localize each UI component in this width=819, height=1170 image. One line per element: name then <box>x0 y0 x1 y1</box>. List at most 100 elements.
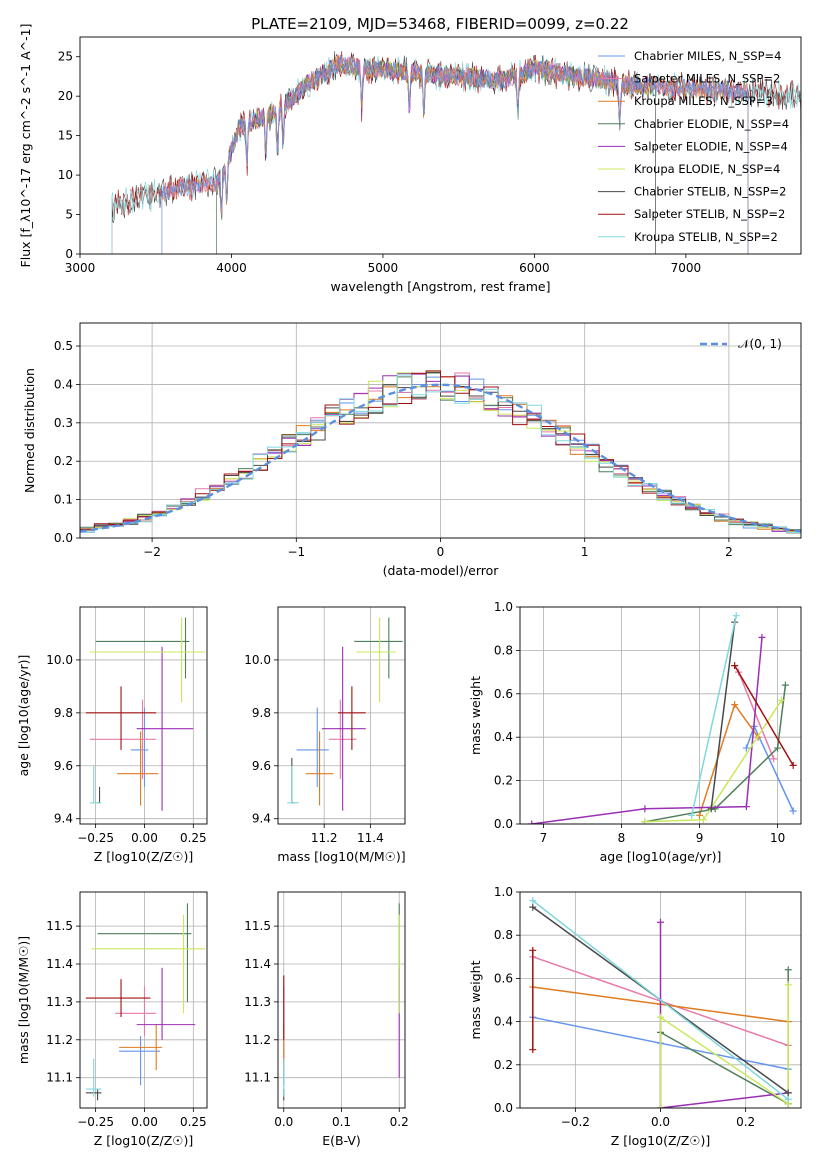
weight-marker-salpeter-stelib <box>529 946 537 954</box>
axes-frame <box>79 891 208 1109</box>
axes-frame <box>519 606 802 825</box>
y-tick-label: 0.0 <box>494 817 513 831</box>
weight-marker-kroupa-elodie <box>657 1104 664 1108</box>
x-axis-label: E(B-V) <box>322 1133 361 1148</box>
legend-label: Kroupa ELODIE, N_SSP=4 <box>634 162 780 176</box>
y-tick-label: 11.3 <box>46 995 73 1009</box>
y-tick-label: 11.4 <box>46 957 73 971</box>
x-tick-label: 0.00 <box>131 831 158 845</box>
y-axis-label: Normed distribution <box>22 368 37 493</box>
x-tick-label: −2 <box>143 545 161 559</box>
y-tick-label: 0.3 <box>54 416 73 430</box>
y-tick-label: 0.4 <box>54 377 73 391</box>
weight-vs-age-panel: 7 8 9 10 0.0 0.2 0.4 0.6 0.8 1.0 age [log10(age/yr… <box>468 600 802 864</box>
weight-marker-kroupa-stelib <box>529 897 537 905</box>
y-tick-label: 11.5 <box>46 919 73 933</box>
x-tick-label: 0.00 <box>131 1115 158 1129</box>
y-tick-label: 0.0 <box>54 531 73 545</box>
y-tick-label: 11.2 <box>46 1033 73 1047</box>
weight-marker-salpeter-stelib <box>789 761 797 769</box>
weight-line-salpeter-stelib <box>734 665 794 766</box>
spectrum-legend: Chabrier MILES, N_SSP=4 Salpeter MILES, N… <box>598 49 789 244</box>
x-axis-label: Z [log10(Z/Z☉)] <box>94 1133 194 1148</box>
weight-marker-kroupa-stelib <box>688 811 696 819</box>
x-tick-label: 0.0 <box>274 1115 293 1129</box>
axes-frame <box>79 322 802 539</box>
y-tick-label: 1.0 <box>494 600 513 614</box>
x-tick-label: −1 <box>287 545 305 559</box>
x-tick-label: 11.4 <box>357 831 384 845</box>
y-tick-label: 9.4 <box>54 812 73 826</box>
x-tick-label: 0 <box>437 545 445 559</box>
x-tick-label: 7 <box>540 831 548 845</box>
weight-marker-salpeter-miles <box>770 755 778 763</box>
weight-line-chabrier-stelib <box>710 622 736 809</box>
x-tick-label: 11.2 <box>311 831 338 845</box>
x-tick-label: 0.25 <box>180 831 207 845</box>
histogram-salpeter-stelib <box>80 370 801 538</box>
x-tick-label: 0.2 <box>390 1115 409 1129</box>
plot-area <box>287 617 403 811</box>
x-tick-label: 3000 <box>65 261 96 275</box>
spectrum-panel: 3000 4000 5000 6000 7000 0 5 10 15 20 25 wavelength… <box>18 24 802 294</box>
plot-area <box>529 897 792 1108</box>
y-tick-label: 0.1 <box>54 493 73 507</box>
axes-frame <box>79 606 208 825</box>
x-axis-label: (data-model)/error <box>383 563 500 578</box>
weight-marker-kroupa-miles <box>696 811 704 819</box>
legend-label: Chabrier MILES, N_SSP=4 <box>634 49 781 63</box>
weight-line-kroupa-elodie <box>659 984 789 1108</box>
x-tick-label: 0.25 <box>180 1115 207 1129</box>
grid <box>278 607 405 824</box>
x-axis-label: Z [log10(Z/Z☉)] <box>94 849 194 864</box>
y-tick-label: 10.0 <box>46 653 73 667</box>
weight-marker-kroupa-elodie <box>699 816 707 824</box>
y-tick-label: 11.1 <box>244 1071 271 1085</box>
legend-label: Kroupa STELIB, N_SSP=2 <box>634 230 778 244</box>
weight-marker-salpeter-elodie <box>528 820 536 824</box>
legend-label: Chabrier STELIB, N_SSP=2 <box>634 185 786 199</box>
legend-label: Chabrier ELODIE, N_SSP=4 <box>634 117 789 131</box>
plot-area <box>283 903 400 1101</box>
y-tick-label: 0.2 <box>494 774 513 788</box>
weight-marker-chabrier-elodie <box>774 744 782 752</box>
weight-marker-kroupa-elodie <box>777 696 785 704</box>
y-tick-label: 11.4 <box>244 957 271 971</box>
weight-marker-salpeter-elodie <box>641 805 649 813</box>
x-tick-label: 7000 <box>671 261 702 275</box>
y-tick-label: 9.8 <box>252 706 271 720</box>
legend-label: Kroupa MILES, N_SSP=3 <box>634 94 773 108</box>
weight-marker-salpeter-elodie <box>758 633 766 641</box>
weight-line-kroupa-miles <box>698 702 759 816</box>
weight-line-salpeter-miles <box>737 671 775 760</box>
weight-line-kroupa-stelib <box>532 900 789 1100</box>
legend-label: Salpeter STELIB, N_SSP=2 <box>634 207 785 221</box>
grid <box>80 892 207 1108</box>
y-tick-label: 0.0 <box>494 1101 513 1115</box>
histogram-kroupa-stelib <box>80 374 801 538</box>
x-tick-label: 0.1 <box>332 1115 351 1129</box>
y-tick-label: 0 <box>65 247 73 261</box>
y-tick-label: 20 <box>58 89 73 103</box>
x-tick-label: 10 <box>770 831 785 845</box>
x-tick-label: 8 <box>618 831 626 845</box>
grid <box>278 892 405 1108</box>
y-axis-label: mass [log10(M/M☉)] <box>16 936 31 1064</box>
legend-label: Salpeter MILES, N_SSP=2 <box>634 72 780 86</box>
plot-area <box>80 370 801 538</box>
weight-marker-kroupa-elodie <box>657 1013 664 1021</box>
weight-marker-kroupa-elodie <box>784 981 792 989</box>
y-axis-label: Flux [f_λ10^-17 erg cm^-2 s^-1 A^-1] <box>18 24 33 268</box>
axes-frame <box>277 606 406 825</box>
y-tick-label: 5 <box>65 208 73 222</box>
x-axis-label: mass [log10(M/M☉)] <box>277 849 405 864</box>
plot-area <box>85 903 206 1101</box>
y-tick-label: 11.5 <box>244 919 271 933</box>
y-tick-label: 0.2 <box>54 454 73 468</box>
weight-line-chabrier-elodie <box>644 685 787 823</box>
x-tick-label: 2 <box>725 545 733 559</box>
spectrum-line-kroupa-elodie <box>216 56 656 254</box>
weight-marker-chabrier-miles <box>789 807 797 815</box>
weight-marker-chabrier-miles <box>742 744 750 752</box>
